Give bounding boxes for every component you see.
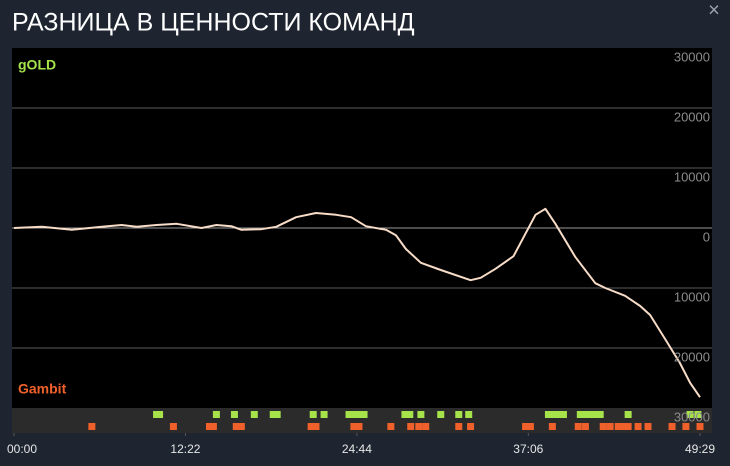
top-event [349, 411, 357, 418]
top-event [269, 411, 277, 418]
top-event [694, 411, 702, 418]
top-event [544, 411, 552, 418]
bottom-event [599, 423, 607, 430]
top-event [554, 411, 562, 418]
top-event [406, 411, 414, 418]
bottom-event [209, 423, 217, 430]
top-team-label: gOLD [18, 57, 56, 73]
close-button[interactable]: × [708, 0, 720, 21]
top-event [437, 411, 445, 418]
bottom-event [522, 423, 530, 430]
top-event [559, 411, 567, 418]
chart-title: РАЗНИЦА В ЦЕННОСТИ КОМАНД [12, 9, 415, 37]
bottom-event [682, 423, 690, 430]
top-event [576, 411, 584, 418]
bottom-event [355, 423, 363, 430]
bottom-event [237, 423, 245, 430]
top-event [549, 411, 557, 418]
top-event [465, 411, 473, 418]
top-event [309, 411, 317, 418]
y-tick-label: 10000 [674, 169, 710, 184]
x-tick-label: 37:06 [513, 442, 543, 456]
top-event [624, 411, 632, 418]
top-event [686, 411, 694, 418]
y-tick-label: 20000 [674, 109, 710, 124]
top-event [273, 411, 281, 418]
x-tick-label: 49:29 [685, 442, 715, 456]
bottom-event [696, 423, 704, 430]
y-tick-label: 30000 [674, 409, 710, 424]
bottom-event [312, 423, 320, 430]
bottom-event [644, 423, 652, 430]
top-event [230, 411, 238, 418]
bottom-event [232, 423, 240, 430]
bottom-event [88, 423, 96, 430]
bottom-event [526, 423, 534, 430]
top-event [586, 411, 594, 418]
y-tick-label: 30000 [674, 49, 710, 64]
top-event [212, 411, 220, 418]
bottom-event [614, 423, 622, 430]
x-tick-label: 00:00 [7, 442, 37, 456]
series-line [13, 207, 701, 398]
x-tick-label: 24:44 [342, 442, 372, 456]
bottom-event [634, 423, 642, 430]
bottom-event [307, 423, 315, 430]
bottom-event [581, 423, 589, 430]
bottom-event [422, 423, 430, 430]
top-event [250, 411, 258, 418]
bottom-event [668, 423, 676, 430]
y-tick-label: 10000 [674, 289, 710, 304]
bottom-event [455, 423, 463, 430]
bottom-event [624, 423, 632, 430]
top-event [581, 411, 589, 418]
y-tick-label: 0 [703, 229, 710, 244]
bottom-event [574, 423, 582, 430]
bottom-event [205, 423, 213, 430]
top-event [596, 411, 604, 418]
bottom-event [407, 423, 415, 430]
bottom-team-label: Gambit [18, 381, 67, 397]
top-event [360, 411, 368, 418]
y-tick-label: 20000 [674, 349, 710, 364]
top-event [591, 411, 599, 418]
top-event [401, 411, 409, 418]
top-event [355, 411, 363, 418]
top-event [156, 411, 164, 418]
bottom-event [620, 423, 628, 430]
top-event [417, 411, 425, 418]
bottom-event [467, 423, 475, 430]
bottom-event [387, 423, 395, 430]
top-event [455, 411, 463, 418]
top-event [320, 411, 328, 418]
bottom-event [548, 423, 556, 430]
top-event [345, 411, 353, 418]
bottom-event [169, 423, 177, 430]
x-tick-label: 12:22 [170, 442, 200, 456]
bottom-event [415, 423, 423, 430]
bottom-event [350, 423, 358, 430]
marks [13, 207, 704, 430]
bottom-event [606, 423, 614, 430]
grid [12, 107, 712, 349]
